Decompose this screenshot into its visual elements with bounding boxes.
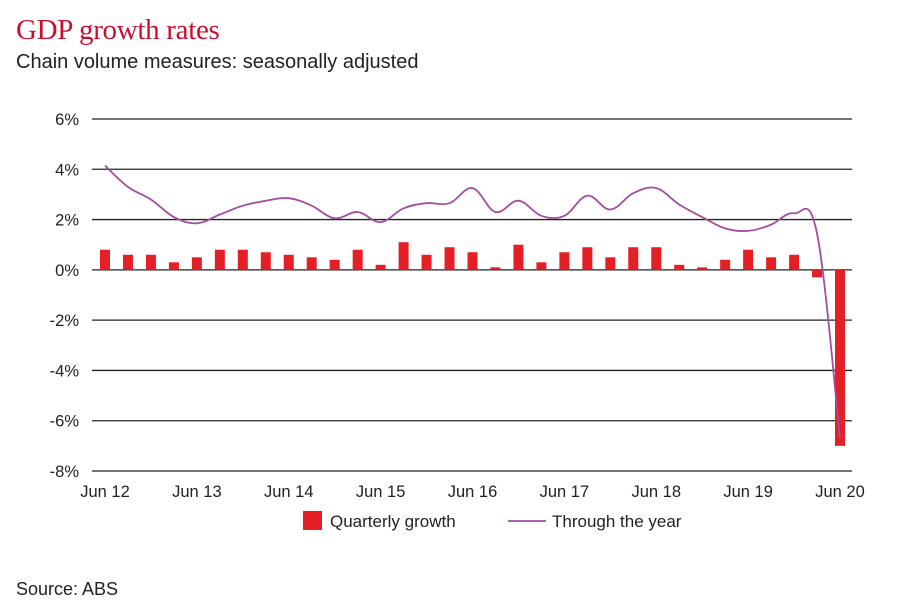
x-tick-label: Jun 19 — [723, 483, 773, 501]
bar — [789, 254, 800, 270]
legend-label-through-the-year: Through the year — [552, 512, 682, 531]
bar — [743, 249, 754, 270]
y-tick-label: 4% — [55, 161, 79, 179]
y-tick-label: 6% — [55, 111, 79, 129]
bar — [145, 254, 156, 270]
bar — [375, 264, 386, 270]
legend-swatch-quarterly-growth — [303, 511, 322, 530]
x-tick-label: Jun 12 — [80, 483, 130, 501]
quarterly-growth-bars — [100, 242, 845, 446]
y-tick-label: 0% — [55, 262, 79, 280]
x-tick-label: Jun 15 — [356, 483, 406, 501]
bar — [122, 254, 133, 270]
bar — [260, 252, 271, 270]
bar — [766, 257, 777, 270]
source-note: Source: ABS — [16, 579, 119, 599]
bar — [421, 254, 432, 270]
bar — [812, 269, 823, 278]
bar — [628, 247, 639, 270]
bar — [559, 252, 570, 270]
y-tick-label: -2% — [50, 312, 80, 330]
x-axis-labels: Jun 12 Jun 13 Jun 14 Jun 15 Jun 16 Jun 17 Jun … — [80, 483, 865, 501]
chart-title: GDP growth rates — [16, 14, 220, 46]
bar — [490, 267, 501, 270]
bar — [306, 257, 317, 270]
y-tick-label: -4% — [50, 362, 80, 380]
bar — [651, 247, 662, 270]
x-tick-label: Jun 14 — [264, 483, 314, 501]
bar — [237, 249, 248, 270]
legend-label-quarterly-growth: Quarterly growth — [330, 512, 456, 531]
legend: Quarterly growth Through the year — [303, 511, 682, 531]
bar — [835, 269, 845, 446]
bar — [467, 252, 478, 270]
y-tick-label: 2% — [55, 212, 79, 230]
bar — [352, 249, 363, 270]
bar — [720, 259, 731, 270]
bar — [168, 262, 179, 270]
bar — [582, 247, 593, 270]
bar — [191, 257, 202, 270]
bar — [444, 247, 455, 270]
x-tick-label: Jun 17 — [540, 483, 590, 501]
bar — [329, 259, 340, 270]
bar — [605, 257, 616, 270]
bar — [513, 244, 524, 270]
bar — [214, 249, 225, 270]
x-tick-label: Jun 13 — [172, 483, 222, 501]
through-the-year-line-group — [104, 164, 841, 439]
chart-subtitle: Chain volume measures: seasonally adjust… — [16, 51, 419, 73]
bar — [100, 249, 110, 270]
x-tick-label: Jun 20 — [815, 483, 865, 501]
x-tick-label: Jun 16 — [448, 483, 498, 501]
bar — [697, 267, 708, 270]
y-tick-label: -8% — [50, 463, 80, 481]
bar — [283, 254, 294, 270]
y-tick-label: -6% — [50, 413, 80, 431]
bar — [398, 242, 409, 270]
gridlines — [92, 118, 852, 472]
bar — [674, 264, 685, 270]
through-the-year-line — [104, 164, 841, 439]
y-axis-labels: 6% 4% 2% 0% -2% -4% -6% -8% — [50, 111, 80, 481]
bar — [536, 262, 547, 270]
x-tick-label: Jun 18 — [631, 483, 681, 501]
